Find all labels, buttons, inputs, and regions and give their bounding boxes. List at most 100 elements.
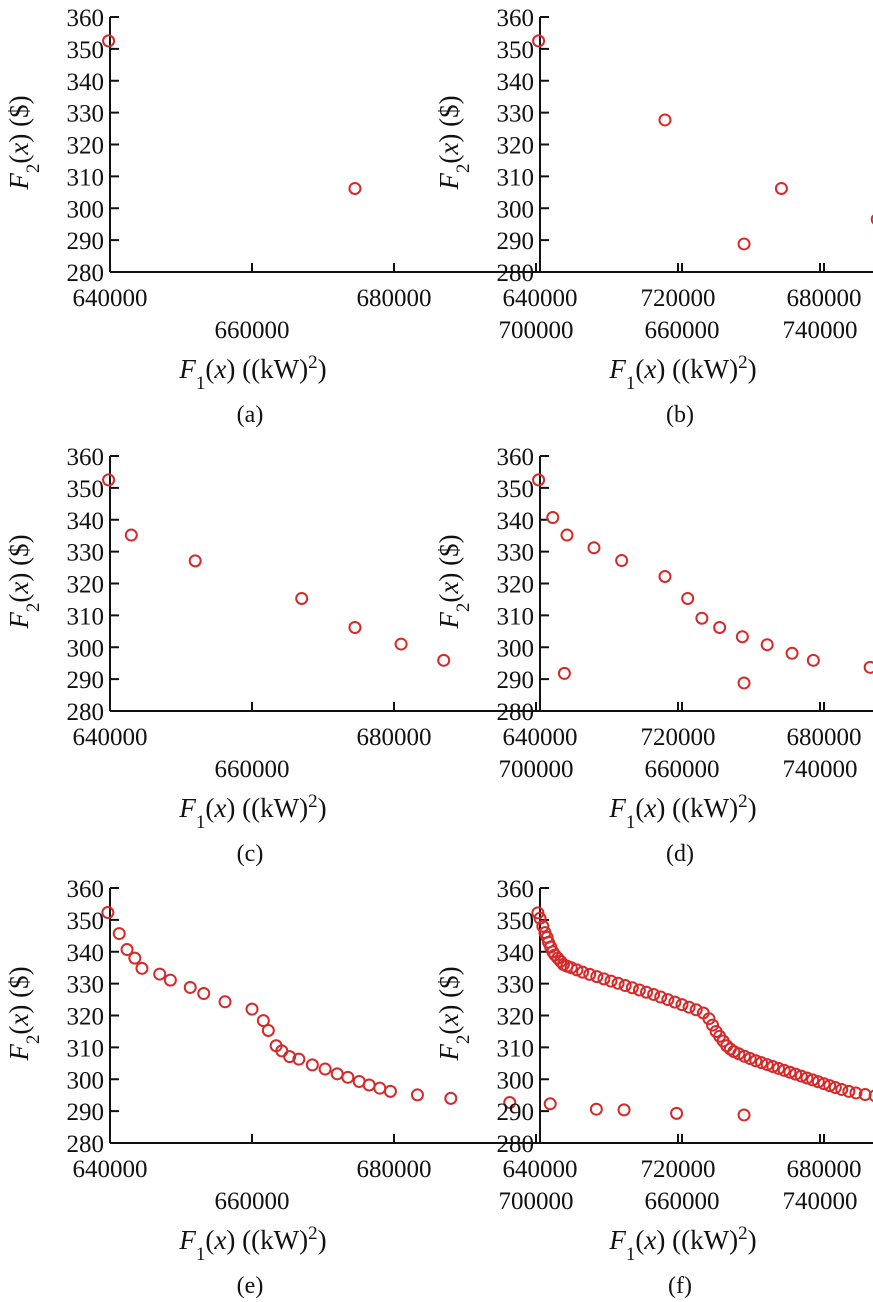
x-tick-label: 640000 bbox=[503, 1156, 578, 1183]
y-axis-label-part: ( bbox=[4, 155, 34, 164]
data-point bbox=[330, 1067, 344, 1081]
y-tick-label: 350 bbox=[67, 908, 105, 935]
data-point bbox=[135, 961, 149, 975]
x-axis-label-part: ((kW) bbox=[235, 793, 308, 823]
x-axis-label-part: 2 bbox=[738, 1223, 748, 1244]
y-axis-label-part: ( bbox=[434, 155, 464, 164]
data-point bbox=[640, 985, 653, 999]
y-tick-label: 290 bbox=[67, 667, 105, 694]
x-axis-label-part: 1 bbox=[196, 373, 206, 394]
data-point bbox=[817, 1077, 831, 1091]
y-axis-label-part: F bbox=[4, 1044, 34, 1062]
y-axis-label-part: F bbox=[434, 612, 464, 630]
x-axis-label-part: ) bbox=[318, 1225, 327, 1255]
data-point bbox=[849, 1086, 863, 1100]
y-tick-label: 280 bbox=[67, 1131, 105, 1158]
panel-f: 280 290 300 310 320 330 340 350 360 640000 660000 6… bbox=[434, 876, 873, 1299]
data-point bbox=[774, 181, 788, 195]
y-tick-label: 310 bbox=[67, 1035, 105, 1062]
data-point bbox=[341, 1070, 355, 1084]
panel-label: (a) bbox=[237, 402, 264, 428]
data-point bbox=[760, 1058, 774, 1072]
panel-b: 280 290 300 310 320 330 340 350 360 640000 660000 6… bbox=[434, 5, 873, 428]
y-tick-label: 330 bbox=[67, 972, 105, 999]
data-point bbox=[785, 646, 799, 660]
x-axis-label-part: F bbox=[608, 793, 626, 823]
y-tick-label: 340 bbox=[497, 69, 535, 96]
data-point bbox=[783, 1065, 797, 1079]
x-tick-label: 720000 bbox=[641, 1156, 716, 1183]
y-axis-label-part: x bbox=[434, 143, 464, 156]
y-axis-label: F2(x) ($) bbox=[4, 966, 44, 1061]
data-point bbox=[318, 1062, 332, 1076]
y-axis-label-part: ) bbox=[4, 134, 34, 143]
data-point bbox=[576, 965, 590, 979]
data-point bbox=[777, 1063, 791, 1077]
y-tick-label: 330 bbox=[67, 540, 105, 567]
data-point bbox=[197, 987, 211, 1001]
y-tick-label: 290 bbox=[67, 228, 105, 255]
y-axis-label: F2(x) ($) bbox=[4, 95, 44, 190]
y-axis-label-part: F bbox=[434, 173, 464, 191]
data-point bbox=[828, 1081, 842, 1095]
data-point bbox=[647, 987, 661, 1001]
x-axis-label-part: ) bbox=[748, 793, 757, 823]
x-tick-label: 680000 bbox=[357, 1156, 432, 1183]
x-axis-label-part: ( bbox=[635, 1225, 644, 1255]
data-point bbox=[532, 34, 546, 48]
y-axis-label-part: F bbox=[4, 173, 34, 191]
data-point bbox=[536, 919, 550, 933]
y-axis-label-part: ($) bbox=[4, 95, 34, 133]
data-point bbox=[112, 927, 126, 941]
y-axis-label-part: F bbox=[434, 1044, 464, 1062]
data-point bbox=[153, 967, 167, 981]
y-axis-label: F2(x) ($) bbox=[434, 966, 474, 1061]
data-point bbox=[362, 1078, 376, 1092]
y-tick-label: 310 bbox=[497, 164, 535, 191]
data-point bbox=[218, 995, 232, 1009]
data-point bbox=[188, 554, 202, 568]
y-axis-label-part: F bbox=[4, 612, 34, 630]
x-axis-label-part: ((kW) bbox=[235, 354, 308, 384]
y-tick-label: 320 bbox=[497, 1004, 535, 1031]
y-tick-label: 360 bbox=[67, 876, 105, 903]
y-axis-label-part: ($) bbox=[434, 966, 464, 1004]
y-axis-label-part: x bbox=[4, 1014, 34, 1027]
data-point bbox=[589, 1102, 603, 1116]
data-point bbox=[632, 983, 646, 997]
data-point bbox=[737, 1108, 751, 1122]
panel-d: 280 290 300 310 320 330 340 350 360 640000 660000 6… bbox=[434, 444, 873, 867]
x-axis-label-part: 1 bbox=[196, 1244, 206, 1265]
data-point bbox=[101, 906, 115, 920]
y-tick-label: 280 bbox=[67, 260, 105, 287]
y-tick-label: 290 bbox=[497, 1099, 535, 1126]
y-tick-label: 310 bbox=[67, 164, 105, 191]
y-tick-label: 310 bbox=[67, 603, 105, 630]
data-point bbox=[749, 1054, 763, 1068]
x-tick-label: 700000 bbox=[499, 756, 574, 783]
data-point bbox=[611, 976, 625, 990]
y-tick-label: 320 bbox=[497, 572, 535, 599]
x-axis-label-part: 1 bbox=[626, 1244, 636, 1265]
x-axis-label-part: ((kW) bbox=[665, 1225, 738, 1255]
data-point bbox=[444, 1091, 458, 1105]
data-point bbox=[823, 1079, 837, 1093]
data-point bbox=[560, 528, 574, 542]
data-point bbox=[794, 1069, 808, 1083]
data-point bbox=[615, 554, 629, 568]
x-axis-label-part: ) bbox=[226, 354, 235, 384]
y-tick-label: 360 bbox=[497, 5, 535, 32]
data-point bbox=[102, 473, 116, 487]
y-tick-label: 300 bbox=[67, 635, 105, 662]
data-point bbox=[348, 620, 362, 634]
y-tick-label: 320 bbox=[67, 572, 105, 599]
y-axis-label-part: ) bbox=[434, 573, 464, 582]
panel-e: 280 290 300 310 320 330 340 350 360 640000 660000 6… bbox=[4, 876, 858, 1299]
y-tick-label: 340 bbox=[67, 508, 105, 535]
x-axis-label-part: 2 bbox=[738, 352, 748, 373]
x-axis-label-part: 2 bbox=[308, 1223, 318, 1244]
data-point bbox=[543, 1097, 557, 1111]
data-point bbox=[737, 237, 751, 251]
y-axis-label-part: 2 bbox=[23, 603, 44, 613]
x-axis-label-part: ) bbox=[656, 354, 665, 384]
